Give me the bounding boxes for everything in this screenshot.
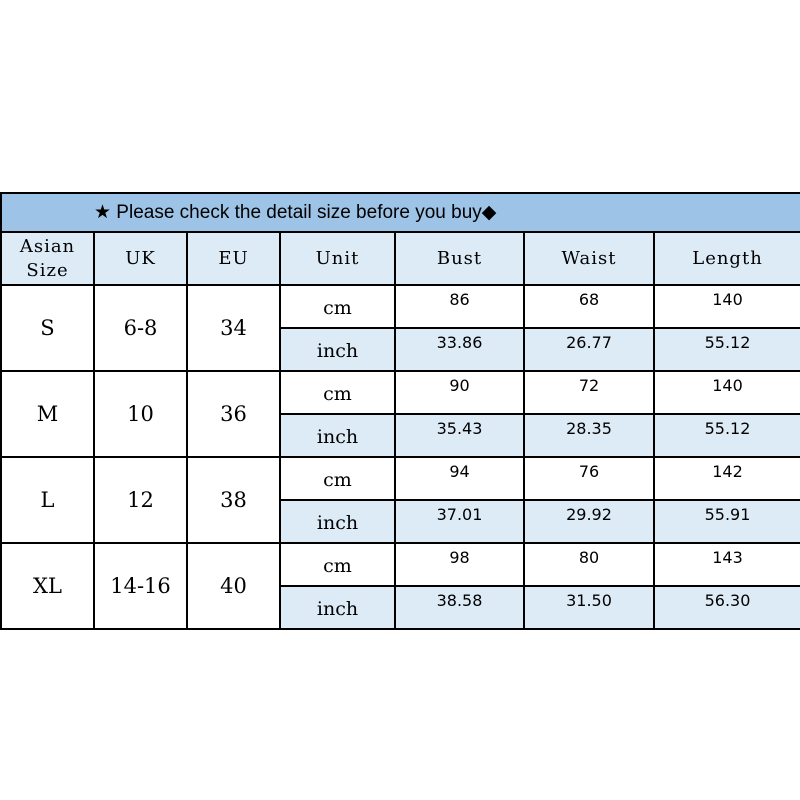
waist-cell: 31.50 bbox=[523, 585, 655, 630]
table-title: ★ Please check the detail size before yo… bbox=[0, 192, 800, 233]
length-cell: 56.30 bbox=[652, 585, 800, 630]
size-chart-table: ★ Please check the detail size before yo… bbox=[0, 192, 800, 630]
eu-size-cell: 34 bbox=[186, 284, 281, 372]
unit-cell: cm bbox=[279, 542, 396, 587]
uk-size-cell: 6-8 bbox=[93, 284, 188, 372]
waist-cell: 80 bbox=[523, 542, 655, 587]
table-row: XL 14-16 40 cm 98 80 143 bbox=[0, 542, 800, 630]
unit-cell: inch bbox=[279, 413, 396, 458]
header-unit: Unit bbox=[279, 231, 396, 286]
waist-cell: 72 bbox=[523, 370, 655, 415]
length-cell: 140 bbox=[652, 284, 800, 329]
eu-size-cell: 40 bbox=[186, 542, 281, 630]
header-uk: UK bbox=[93, 231, 188, 286]
asian-size-cell: S bbox=[0, 284, 95, 372]
table-row: inch 38.58 31.50 56.30 bbox=[1, 585, 800, 630]
bust-cell: 33.86 bbox=[394, 327, 525, 372]
uk-size-cell: 14-16 bbox=[93, 542, 188, 630]
unit-cell: inch bbox=[279, 585, 396, 630]
header-eu: EU bbox=[186, 231, 281, 286]
length-cell: 140 bbox=[652, 370, 800, 415]
unit-cell: cm bbox=[279, 456, 396, 501]
header-waist: Waist bbox=[523, 231, 655, 286]
waist-cell: 28.35 bbox=[523, 413, 655, 458]
bust-cell: 38.58 bbox=[394, 585, 525, 630]
table-row: inch 35.43 28.35 55.12 bbox=[1, 413, 800, 458]
header-length: Length bbox=[652, 231, 800, 286]
eu-size-cell: 36 bbox=[186, 370, 281, 458]
unit-cell: cm bbox=[279, 284, 396, 329]
bust-cell: 98 bbox=[394, 542, 525, 587]
unit-cell: cm bbox=[279, 370, 396, 415]
unit-cell: inch bbox=[279, 499, 396, 544]
asian-size-cell: L bbox=[0, 456, 95, 544]
asian-size-cell: M bbox=[0, 370, 95, 458]
table-row: S 6-8 34 cm 86 68 140 bbox=[0, 284, 800, 372]
header-row: Asian Size UK EU Unit Bust Waist Length bbox=[0, 231, 800, 286]
uk-size-cell: 10 bbox=[93, 370, 188, 458]
length-cell: 55.91 bbox=[652, 499, 800, 544]
waist-cell: 68 bbox=[523, 284, 655, 329]
bust-cell: 35.43 bbox=[394, 413, 525, 458]
header-bust: Bust bbox=[394, 231, 525, 286]
table-row: inch 33.86 26.77 55.12 bbox=[1, 327, 800, 372]
table-row: inch 37.01 29.92 55.91 bbox=[1, 499, 800, 544]
bust-cell: 90 bbox=[394, 370, 525, 415]
length-cell: 55.12 bbox=[652, 413, 800, 458]
unit-cell: inch bbox=[279, 327, 396, 372]
length-cell: 55.12 bbox=[652, 327, 800, 372]
length-cell: 142 bbox=[652, 456, 800, 501]
waist-cell: 76 bbox=[523, 456, 655, 501]
bust-cell: 94 bbox=[394, 456, 525, 501]
waist-cell: 29.92 bbox=[523, 499, 655, 544]
length-cell: 143 bbox=[652, 542, 800, 587]
bust-cell: 86 bbox=[394, 284, 525, 329]
asian-size-cell: XL bbox=[0, 542, 95, 630]
eu-size-cell: 38 bbox=[186, 456, 281, 544]
header-asian-size: Asian Size bbox=[0, 231, 95, 286]
bust-cell: 37.01 bbox=[394, 499, 525, 544]
table-row: M 10 36 cm 90 72 140 bbox=[0, 370, 800, 458]
uk-size-cell: 12 bbox=[93, 456, 188, 544]
waist-cell: 26.77 bbox=[523, 327, 655, 372]
table-row: L 12 38 cm 94 76 142 bbox=[0, 456, 800, 544]
